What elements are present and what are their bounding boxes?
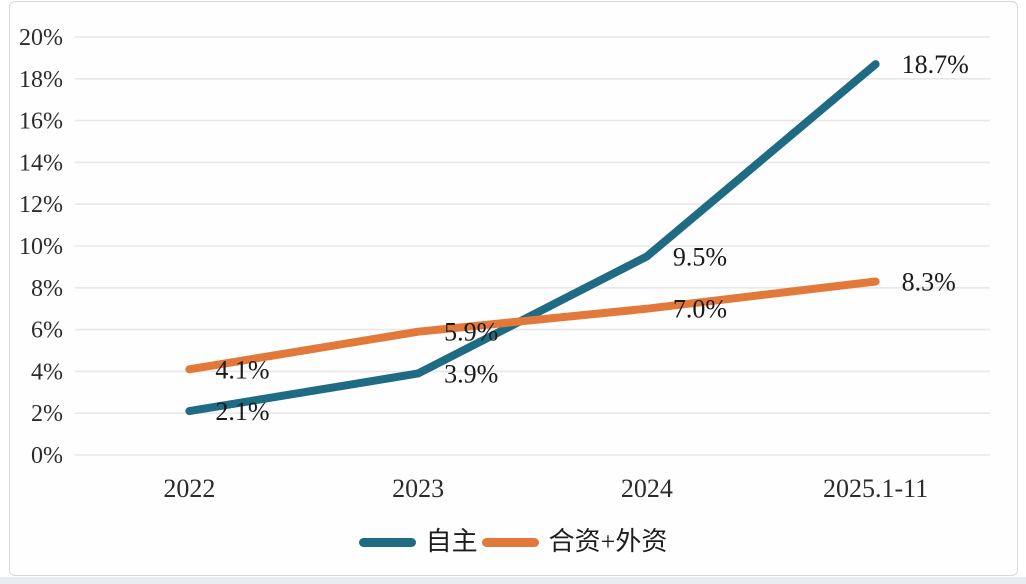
data-label: 18.7%	[902, 50, 969, 79]
y-tick-label: 0%	[31, 443, 63, 469]
data-label: 4.1%	[215, 355, 269, 384]
x-axis-label: 2025.1-11	[823, 474, 928, 503]
y-tick-label: 18%	[19, 67, 63, 93]
x-axis-label: 2022	[163, 474, 215, 503]
series-line-0	[185, 60, 880, 416]
data-label: 9.5%	[673, 242, 727, 271]
legend-swatch	[481, 537, 539, 547]
chart-legend: 自主 合资+外资	[0, 526, 1026, 558]
data-label: 7.0%	[673, 295, 727, 324]
y-tick-label: 4%	[31, 359, 63, 385]
y-tick-label: 14%	[19, 150, 63, 176]
y-tick-label: 8%	[31, 276, 63, 302]
bottom-strip	[0, 577, 1026, 584]
y-tick-label: 10%	[19, 234, 63, 260]
legend-item: 合资+外资	[481, 526, 668, 558]
data-label: 5.9%	[444, 318, 498, 347]
legend-item: 自主	[358, 526, 478, 558]
legend-label: 合资+外资	[548, 527, 668, 556]
y-tick-label: 16%	[19, 109, 63, 135]
y-tick-label: 12%	[19, 192, 63, 218]
y-tick-label: 20%	[19, 25, 63, 51]
y-tick-label: 6%	[31, 318, 63, 344]
data-label: 2.1%	[215, 397, 269, 426]
x-axis-label: 2023	[392, 474, 444, 503]
data-label: 3.9%	[444, 359, 498, 388]
x-axis-label: 2024	[621, 474, 673, 503]
y-tick-label: 2%	[31, 401, 63, 427]
data-label: 8.3%	[902, 268, 956, 297]
line-chart: 0% 2% 4% 6% 8% 10% 12% 14% 16% 18% 20% 2022 2023 2024…	[19, 25, 990, 503]
series-line-1	[185, 277, 880, 374]
legend-label: 自主	[425, 527, 478, 556]
legend-swatch	[358, 537, 416, 547]
